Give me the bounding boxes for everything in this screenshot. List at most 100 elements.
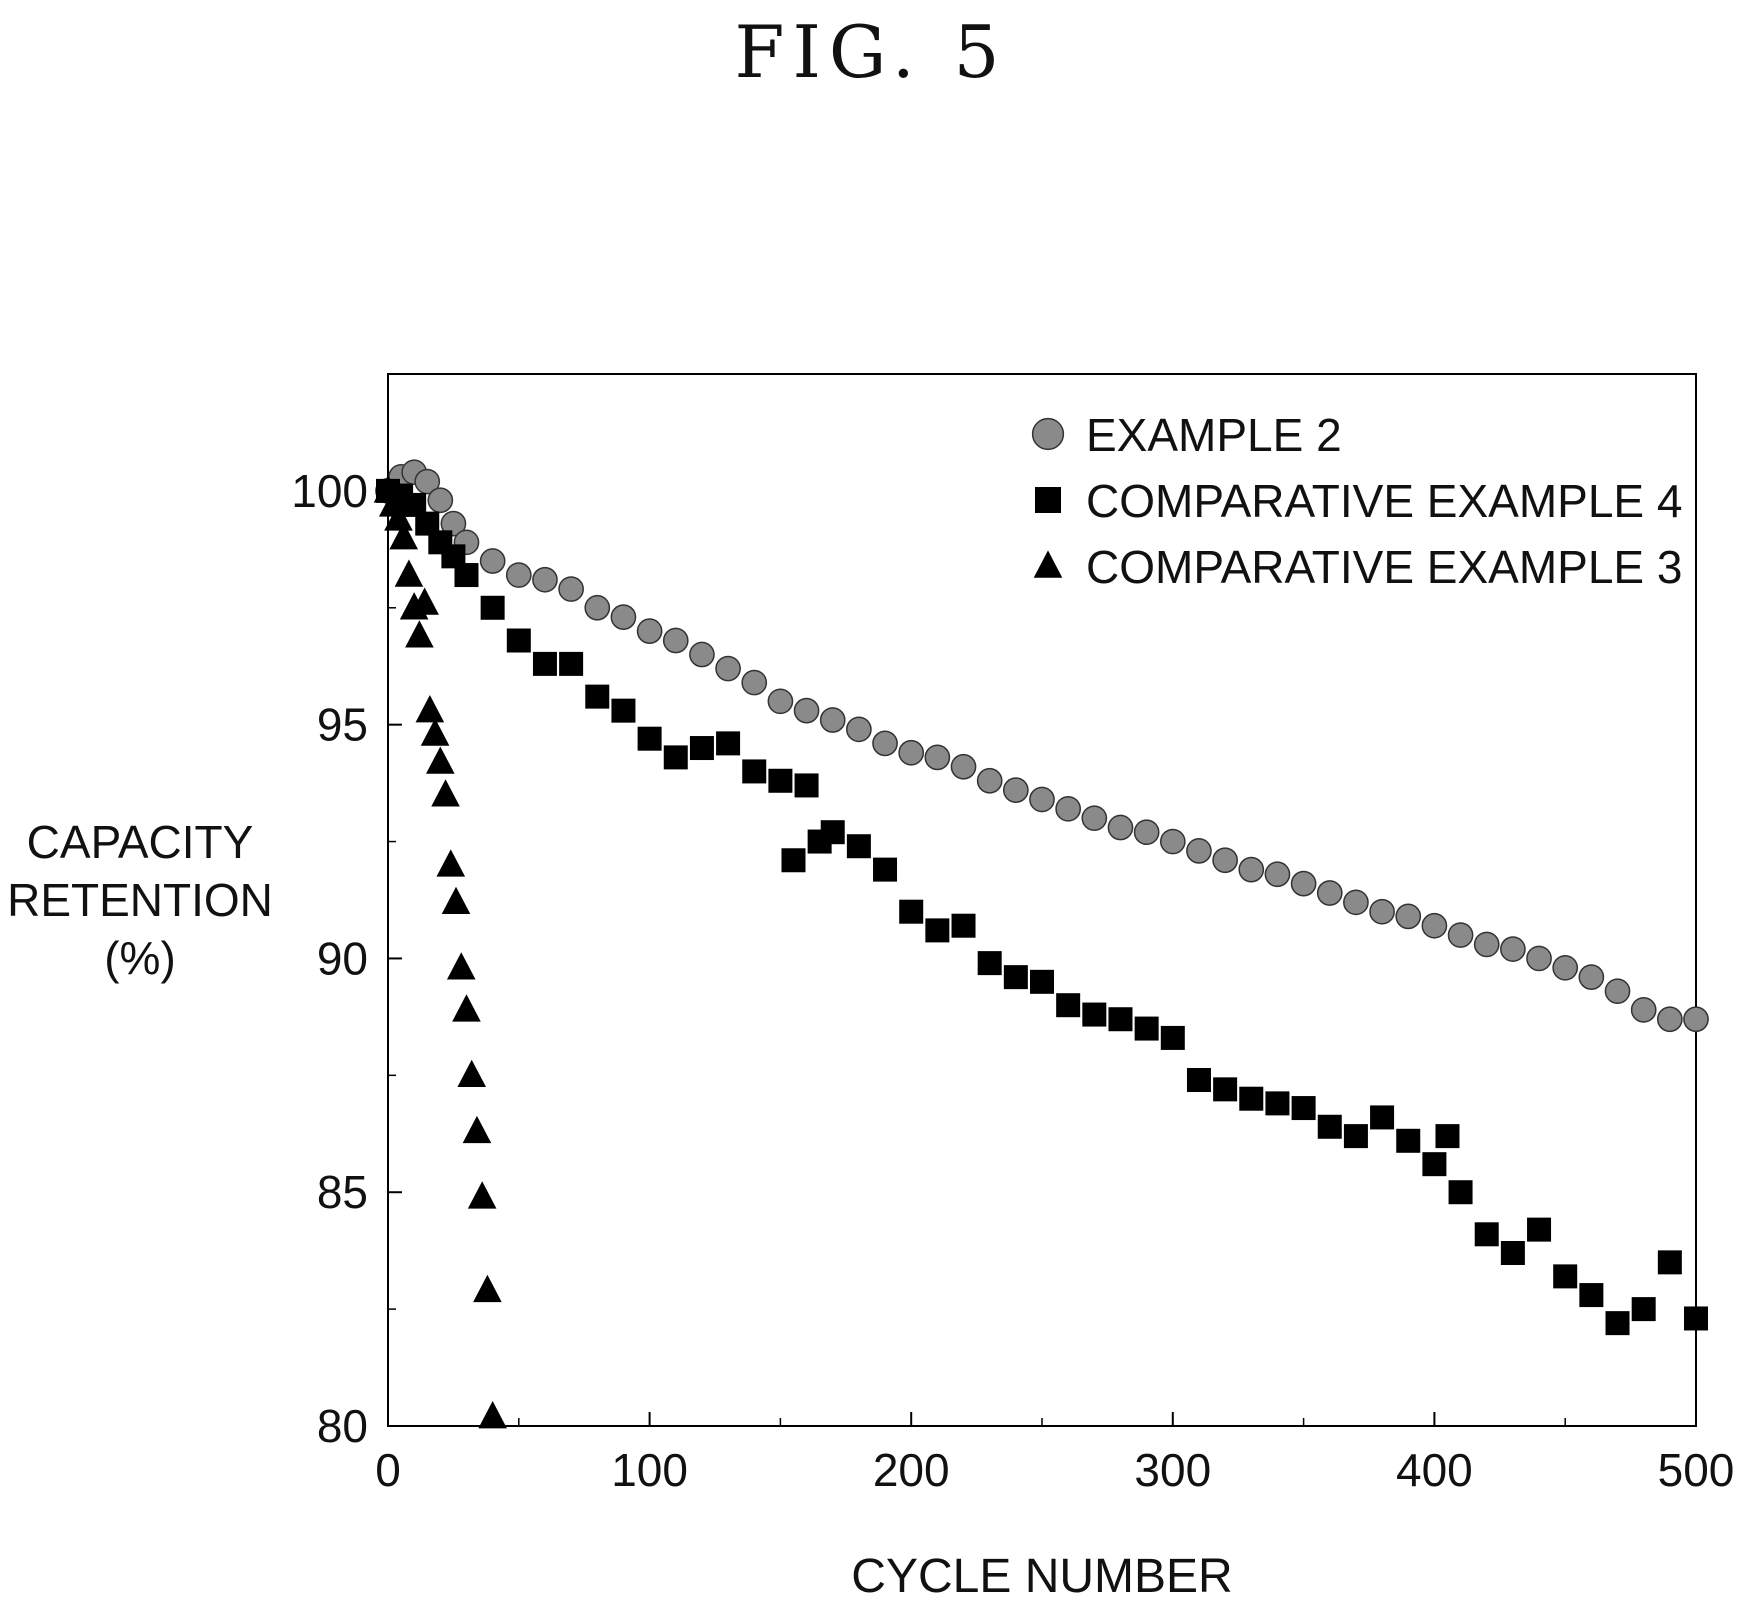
data-point-square — [977, 951, 1002, 976]
data-point-circle — [1656, 1006, 1683, 1033]
data-point-circle — [1186, 838, 1212, 864]
data-point-circle — [1107, 814, 1134, 841]
y-tick-label: 90 — [317, 932, 368, 984]
data-point-circle — [1500, 936, 1526, 962]
data-point-square — [611, 698, 636, 723]
data-point-square — [1448, 1180, 1473, 1205]
data-point-square — [480, 595, 505, 620]
data-point-circle — [1212, 847, 1238, 874]
data-point-triangle — [426, 746, 455, 774]
data-point-square — [1082, 1002, 1107, 1027]
data-point-square — [506, 628, 531, 653]
data-point-square — [1370, 1105, 1395, 1130]
data-point-square — [1291, 1096, 1316, 1121]
data-point-square — [1435, 1124, 1460, 1149]
data-point-circle — [610, 604, 637, 630]
data-point-square — [846, 834, 871, 859]
data-point-triangle — [452, 994, 481, 1022]
data-point-triangle — [441, 886, 471, 915]
data-point-circle — [872, 730, 898, 757]
data-point-circle — [924, 744, 951, 771]
data-point-circle — [1238, 856, 1265, 883]
legend-label: COMPARATIVE EXAMPLE 3 — [1086, 541, 1682, 593]
x-tick-label: 500 — [1658, 1444, 1735, 1496]
x-tick-label: 400 — [1396, 1444, 1473, 1496]
data-point-square — [1265, 1091, 1290, 1116]
data-point-square — [585, 684, 610, 709]
data-point-circle — [414, 468, 441, 495]
data-point-square — [781, 848, 806, 873]
data-point-triangle — [410, 587, 439, 615]
data-point-triangle — [436, 849, 466, 877]
series-circle — [375, 459, 1709, 1033]
data-point-circle — [662, 627, 689, 654]
data-point-triangle — [384, 503, 413, 531]
data-point-square — [1160, 1025, 1185, 1050]
data-point-circle — [846, 716, 872, 743]
data-point-circle — [1630, 997, 1657, 1023]
data-point-square — [1003, 965, 1028, 990]
y-tick-label: 80 — [317, 1400, 368, 1452]
series-layer — [373, 459, 1709, 1429]
data-point-circle — [1159, 828, 1186, 855]
data-point-circle — [505, 562, 532, 588]
data-point-square — [1134, 1016, 1159, 1041]
data-point-square — [689, 736, 714, 761]
data-point-square — [794, 773, 819, 798]
data-point-square — [1317, 1114, 1342, 1139]
data-point-square — [951, 913, 976, 938]
data-point-square — [1396, 1128, 1421, 1153]
data-point-circle — [898, 739, 925, 766]
data-point-circle — [1316, 880, 1343, 906]
data-point-circle — [1133, 819, 1160, 846]
data-point-square — [1030, 969, 1054, 994]
data-point-circle — [767, 688, 794, 715]
data-point-square — [899, 899, 924, 924]
data-point-square — [532, 651, 557, 676]
y-axis: 80 85 90 95 100 — [291, 373, 402, 1452]
data-point-square — [1684, 1306, 1708, 1331]
y-axis-label-line: RETENTION — [7, 874, 273, 926]
data-point-triangle — [462, 1115, 492, 1144]
data-point-triangle — [431, 779, 460, 807]
data-point-circle — [741, 669, 768, 696]
data-point-square — [454, 563, 479, 588]
data-point-circle — [1447, 922, 1474, 948]
data-point-circle — [1526, 945, 1552, 972]
data-point-square — [1239, 1086, 1264, 1111]
data-point-square — [637, 726, 662, 751]
y-axis-label-line: CAPACITY — [27, 816, 254, 868]
data-point-square — [1579, 1283, 1604, 1308]
data-point-square — [1631, 1297, 1656, 1322]
data-point-circle — [1290, 870, 1317, 897]
data-point-circle — [636, 618, 663, 645]
series-triangle — [373, 475, 507, 1429]
data-point-circle — [1055, 795, 1082, 822]
data-point-circle — [976, 767, 1003, 794]
data-point-circle — [793, 697, 820, 724]
data-point-circle — [1343, 889, 1369, 916]
plot-frame — [387, 373, 1697, 1427]
y-axis-label-line: (%) — [104, 932, 176, 984]
data-point-circle — [715, 655, 741, 682]
data-point-circle — [584, 594, 611, 621]
data-point-triangle — [478, 1401, 507, 1429]
data-point-circle — [479, 548, 506, 574]
data-point-circle — [1264, 861, 1291, 888]
data-point-triangle — [467, 1181, 497, 1209]
x-tick-label: 300 — [1134, 1444, 1211, 1496]
y-tick-label: 100 — [291, 465, 368, 517]
data-point-circle — [819, 707, 846, 733]
data-point-circle — [1473, 931, 1500, 958]
data-point-circle — [950, 753, 977, 780]
data-point-circle — [1552, 954, 1579, 981]
data-point-square — [1500, 1241, 1525, 1266]
data-point-circle — [1002, 777, 1029, 803]
data-point-square — [1527, 1217, 1552, 1242]
data-point-circle — [1421, 912, 1448, 939]
data-point-square — [663, 745, 688, 770]
data-point-circle — [1683, 1006, 1709, 1033]
x-tick-label: 100 — [611, 1444, 688, 1496]
legend-label: COMPARATIVE EXAMPLE 4 — [1086, 475, 1682, 527]
